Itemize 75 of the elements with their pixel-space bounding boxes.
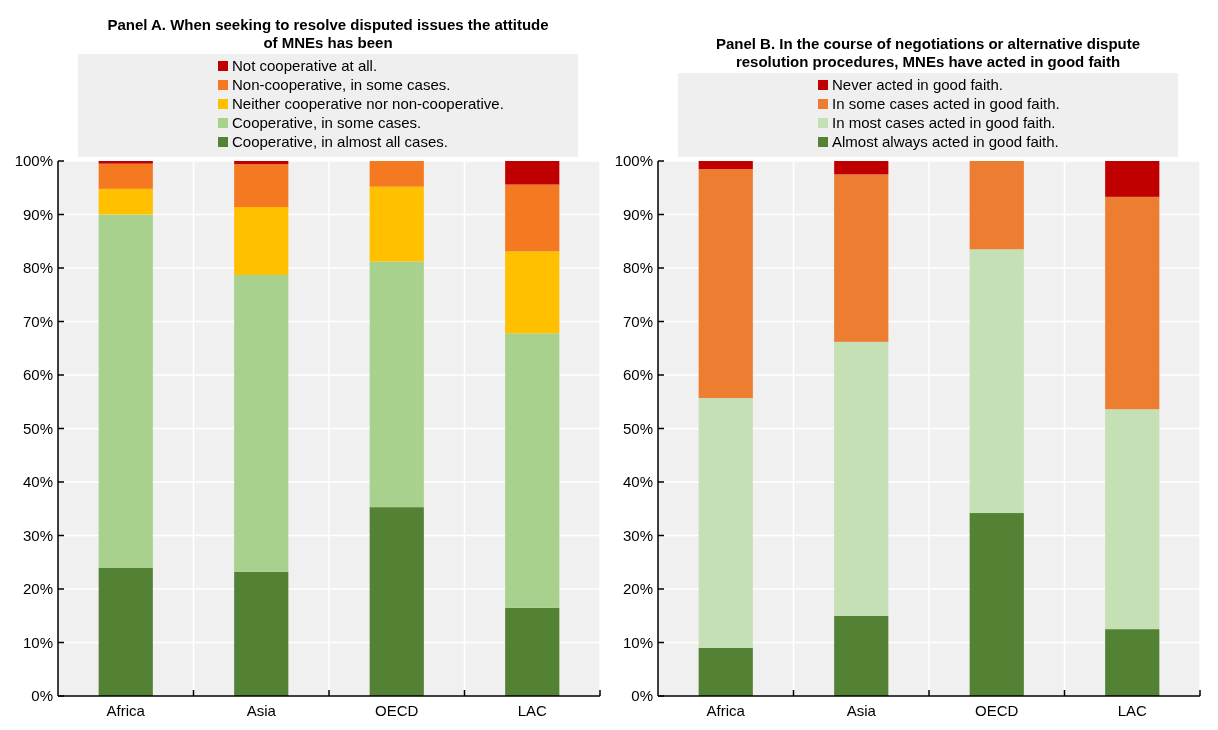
bar bbox=[505, 161, 560, 185]
y-tick-label: 30% bbox=[622, 526, 653, 544]
x-tick-label: Asia bbox=[246, 702, 277, 719]
bar bbox=[1105, 196, 1160, 410]
y-tick-label: 50% bbox=[622, 419, 653, 437]
y-tick-label: 100% bbox=[14, 152, 53, 169]
y-tick-label: 60% bbox=[22, 366, 53, 383]
bar bbox=[1105, 629, 1160, 696]
bar bbox=[234, 207, 289, 275]
bar bbox=[98, 567, 153, 696]
x-tick-label: OECD bbox=[975, 702, 1019, 719]
bar bbox=[1105, 409, 1160, 630]
bar bbox=[969, 161, 1024, 250]
bar bbox=[969, 513, 1024, 696]
bar bbox=[698, 161, 753, 170]
bar bbox=[505, 333, 560, 608]
x-tick-label: OECD bbox=[375, 702, 419, 719]
bar bbox=[98, 161, 153, 164]
chart-title: Panel B. In the course of negotiations or alternative dispute resolution procedures, MNEs have acted in good faith bbox=[715, 35, 1141, 70]
y-tick-label: 80% bbox=[622, 259, 653, 276]
y-tick-label: 10% bbox=[22, 633, 53, 651]
y-tick-label: 20% bbox=[622, 580, 653, 597]
bar bbox=[969, 249, 1024, 514]
bar bbox=[369, 161, 424, 187]
bar bbox=[834, 174, 889, 342]
bar bbox=[369, 186, 424, 262]
y-tick-label: 20% bbox=[22, 580, 53, 597]
bar bbox=[98, 188, 153, 215]
legend-label: Neither cooperative nor non-cooperative. bbox=[232, 95, 504, 112]
bar bbox=[98, 163, 153, 189]
bar bbox=[1105, 161, 1160, 197]
y-tick-label: 70% bbox=[22, 312, 53, 330]
bar bbox=[834, 161, 889, 175]
y-tick-label: 0% bbox=[631, 687, 653, 704]
y-tick-label: 40% bbox=[22, 473, 53, 490]
y-tick-label: 80% bbox=[22, 259, 53, 276]
bar bbox=[698, 169, 753, 399]
bar bbox=[698, 647, 753, 696]
legend-label: Cooperative, in some cases. bbox=[232, 114, 422, 131]
legend-label: Never acted in good faith. bbox=[832, 76, 1003, 93]
legend-label: In some cases acted in good faith. bbox=[832, 95, 1060, 112]
x-tick-label: LAC bbox=[1117, 702, 1147, 719]
y-tick-label: 60% bbox=[622, 366, 653, 383]
chart-title: Panel A. When seeking to resolve disputed issues the attitude of MNEs has been bbox=[107, 16, 549, 51]
x-tick-label: Asia bbox=[846, 702, 877, 719]
y-tick-label: 90% bbox=[622, 205, 653, 223]
legend-label: Not cooperative at all. bbox=[232, 57, 378, 74]
legend-label: In most cases acted in good faith. bbox=[832, 114, 1056, 131]
bar bbox=[505, 607, 560, 696]
bar bbox=[834, 615, 889, 696]
y-tick-label: 40% bbox=[622, 473, 653, 490]
x-tick-label: Africa bbox=[106, 702, 146, 719]
x-tick-label: LAC bbox=[517, 702, 547, 719]
y-tick-label: 70% bbox=[622, 312, 653, 330]
y-tick-label: 30% bbox=[22, 526, 53, 544]
y-tick-label: 10% bbox=[622, 633, 653, 651]
bar bbox=[834, 341, 889, 616]
bar bbox=[505, 251, 560, 334]
bar bbox=[234, 571, 289, 696]
x-tick-label: Africa bbox=[706, 702, 746, 719]
bar bbox=[698, 398, 753, 648]
bar bbox=[369, 261, 424, 508]
legend-label: Non-cooperative, in some cases. bbox=[232, 76, 451, 93]
bar bbox=[234, 274, 289, 572]
bar bbox=[369, 507, 424, 696]
legend-label: Almost always acted in good faith. bbox=[832, 133, 1059, 150]
y-tick-label: 0% bbox=[31, 687, 53, 704]
bar bbox=[505, 184, 560, 252]
bar bbox=[234, 164, 289, 208]
bar bbox=[234, 161, 289, 165]
y-tick-label: 50% bbox=[22, 419, 53, 437]
legend-label: Cooperative, in almost all cases. bbox=[232, 133, 448, 150]
y-tick-label: 100% bbox=[614, 152, 653, 169]
bar bbox=[98, 214, 153, 568]
y-tick-label: 90% bbox=[22, 205, 53, 223]
